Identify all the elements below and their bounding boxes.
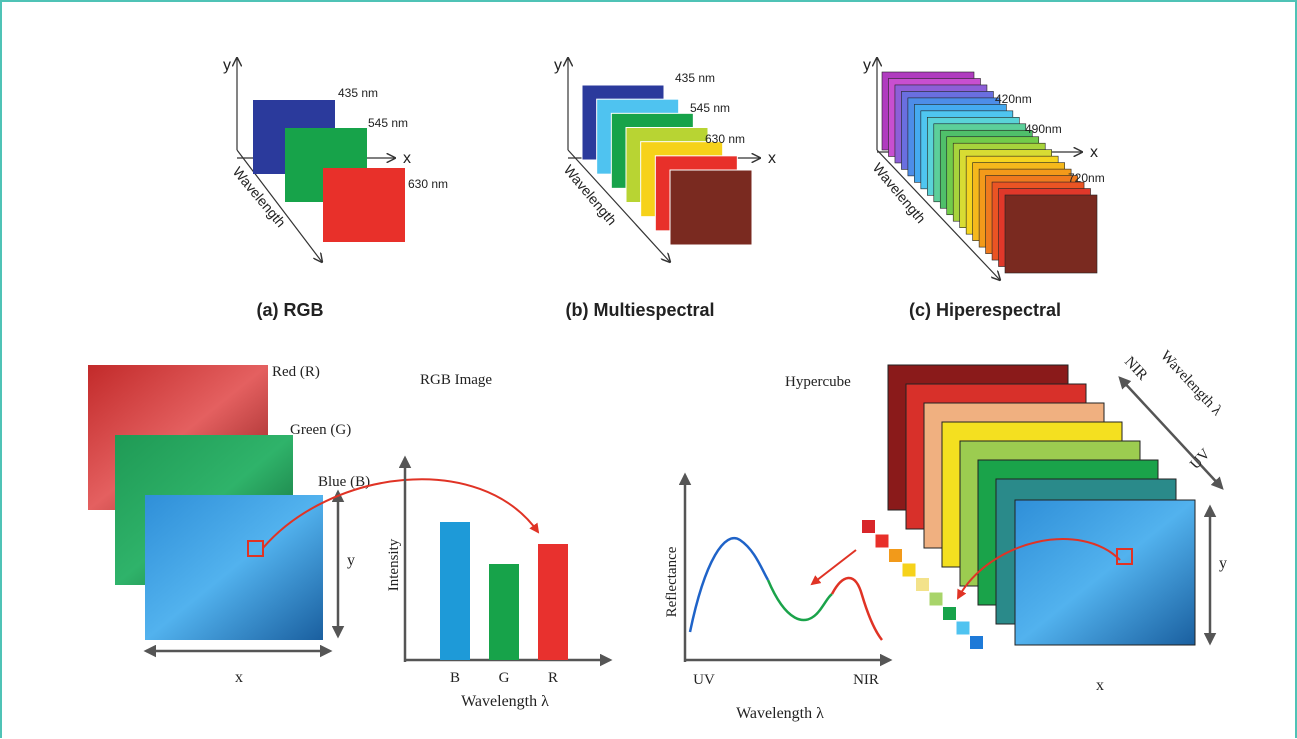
x-label: x bbox=[403, 150, 411, 167]
y-label: y bbox=[1219, 555, 1227, 572]
y-title: Reflectance bbox=[664, 546, 680, 617]
x-label: x bbox=[235, 669, 243, 686]
layer-label: Green (G) bbox=[290, 422, 351, 438]
band-label: 545 nm bbox=[690, 101, 730, 115]
curve-uv bbox=[690, 538, 768, 632]
spectrum-pixel bbox=[876, 535, 889, 548]
x-label: x bbox=[1090, 144, 1098, 161]
y-title: Intensity bbox=[386, 538, 402, 591]
spectrum-pixel bbox=[889, 549, 902, 562]
figure: yxWavelength435 nm545 nm630 nm(a) RGByxW… bbox=[0, 0, 1297, 739]
y-label: y bbox=[863, 57, 871, 74]
band-layer bbox=[670, 170, 752, 245]
spectrum-pixel bbox=[943, 607, 956, 620]
x-title: Wavelength λ bbox=[461, 693, 549, 710]
layer-label: Red (R) bbox=[272, 364, 320, 380]
spectrum-pixel bbox=[970, 636, 983, 649]
x-end: NIR bbox=[853, 672, 879, 688]
spectrum-pixel bbox=[903, 564, 916, 577]
band-label: 490nm bbox=[1025, 122, 1062, 136]
curve-vis bbox=[768, 580, 832, 620]
axis-end: UV bbox=[1187, 446, 1214, 473]
band-layer bbox=[323, 168, 405, 242]
bar bbox=[440, 522, 470, 660]
hypercube-front bbox=[1015, 500, 1195, 645]
spectrum-pixel bbox=[957, 622, 970, 635]
axis-title: Wavelength λ bbox=[1157, 348, 1225, 420]
band-label: 420nm bbox=[995, 92, 1032, 106]
band-label: 435 nm bbox=[675, 71, 715, 85]
band-label: 720nm bbox=[1068, 171, 1105, 185]
spectrum-pixel bbox=[862, 520, 875, 533]
caption: (a) RGB bbox=[257, 300, 324, 320]
x-start: UV bbox=[693, 672, 715, 688]
x-label: x bbox=[1096, 677, 1104, 694]
band-layer bbox=[1005, 195, 1097, 273]
bar bbox=[489, 564, 519, 660]
y-label: y bbox=[347, 552, 355, 569]
caption: (b) Multiespectral bbox=[565, 300, 714, 320]
spectrum-pixel bbox=[916, 578, 929, 591]
axis-start: NIR bbox=[1121, 354, 1150, 384]
blue-channel bbox=[145, 495, 323, 640]
band-label: 545 nm bbox=[368, 116, 408, 130]
spectrum-pixel bbox=[930, 593, 943, 606]
caption: (c) Hiperespectral bbox=[909, 300, 1061, 320]
band-label: 435 nm bbox=[338, 86, 378, 100]
band-label: 630 nm bbox=[408, 177, 448, 191]
title: Hypercube bbox=[785, 374, 851, 390]
title: RGB Image bbox=[420, 372, 492, 388]
y-label: y bbox=[554, 57, 562, 74]
bar bbox=[538, 544, 568, 660]
band-label: 630 nm bbox=[705, 132, 745, 146]
bar-label: R bbox=[548, 670, 558, 686]
y-label: y bbox=[223, 57, 231, 74]
bar-label: B bbox=[450, 670, 460, 686]
x-title: Wavelength λ bbox=[736, 705, 824, 722]
curve-nir bbox=[832, 578, 882, 640]
x-label: x bbox=[768, 150, 776, 167]
bar-label: G bbox=[499, 670, 510, 686]
